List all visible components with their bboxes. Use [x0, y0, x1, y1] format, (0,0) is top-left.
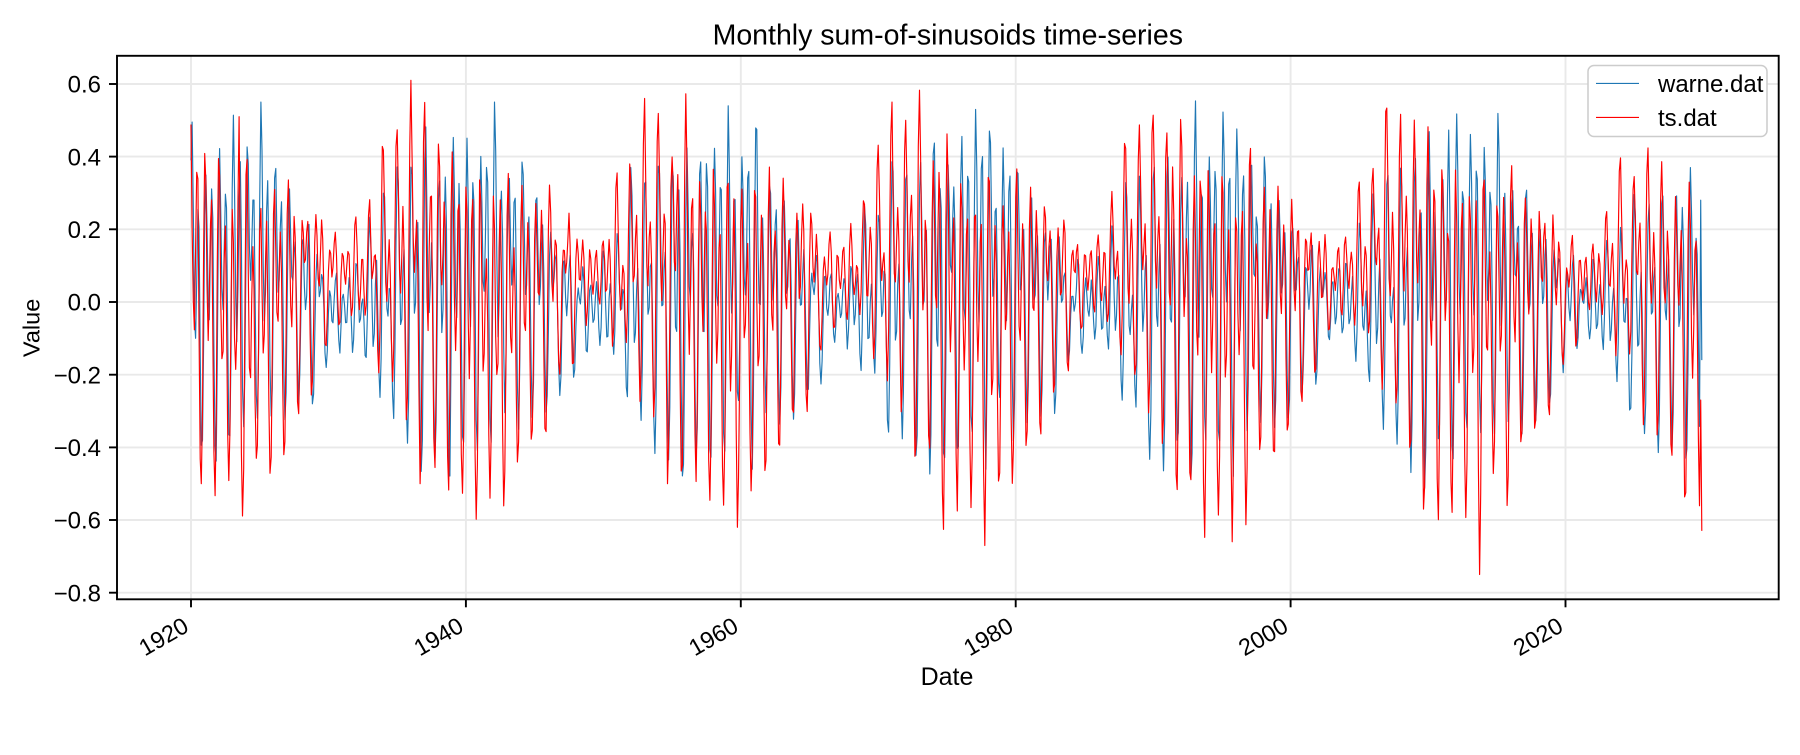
- svg-text:warne.dat: warne.dat: [1657, 71, 1764, 98]
- svg-text:0.6: 0.6: [68, 72, 101, 99]
- svg-text:Date: Date: [921, 663, 974, 691]
- svg-text:−0.2: −0.2: [54, 362, 101, 389]
- svg-text:Value: Value: [18, 299, 44, 357]
- svg-text:−0.6: −0.6: [54, 508, 101, 535]
- svg-text:0.0: 0.0: [68, 290, 101, 317]
- svg-text:0.2: 0.2: [68, 217, 101, 244]
- svg-text:ts.dat: ts.dat: [1658, 105, 1717, 132]
- svg-text:−0.4: −0.4: [54, 435, 101, 462]
- svg-text:Monthly sum-of-sinusoids time-: Monthly sum-of-sinusoids time-series: [713, 20, 1183, 52]
- svg-text:−0.8: −0.8: [54, 580, 101, 607]
- svg-text:0.4: 0.4: [68, 144, 101, 171]
